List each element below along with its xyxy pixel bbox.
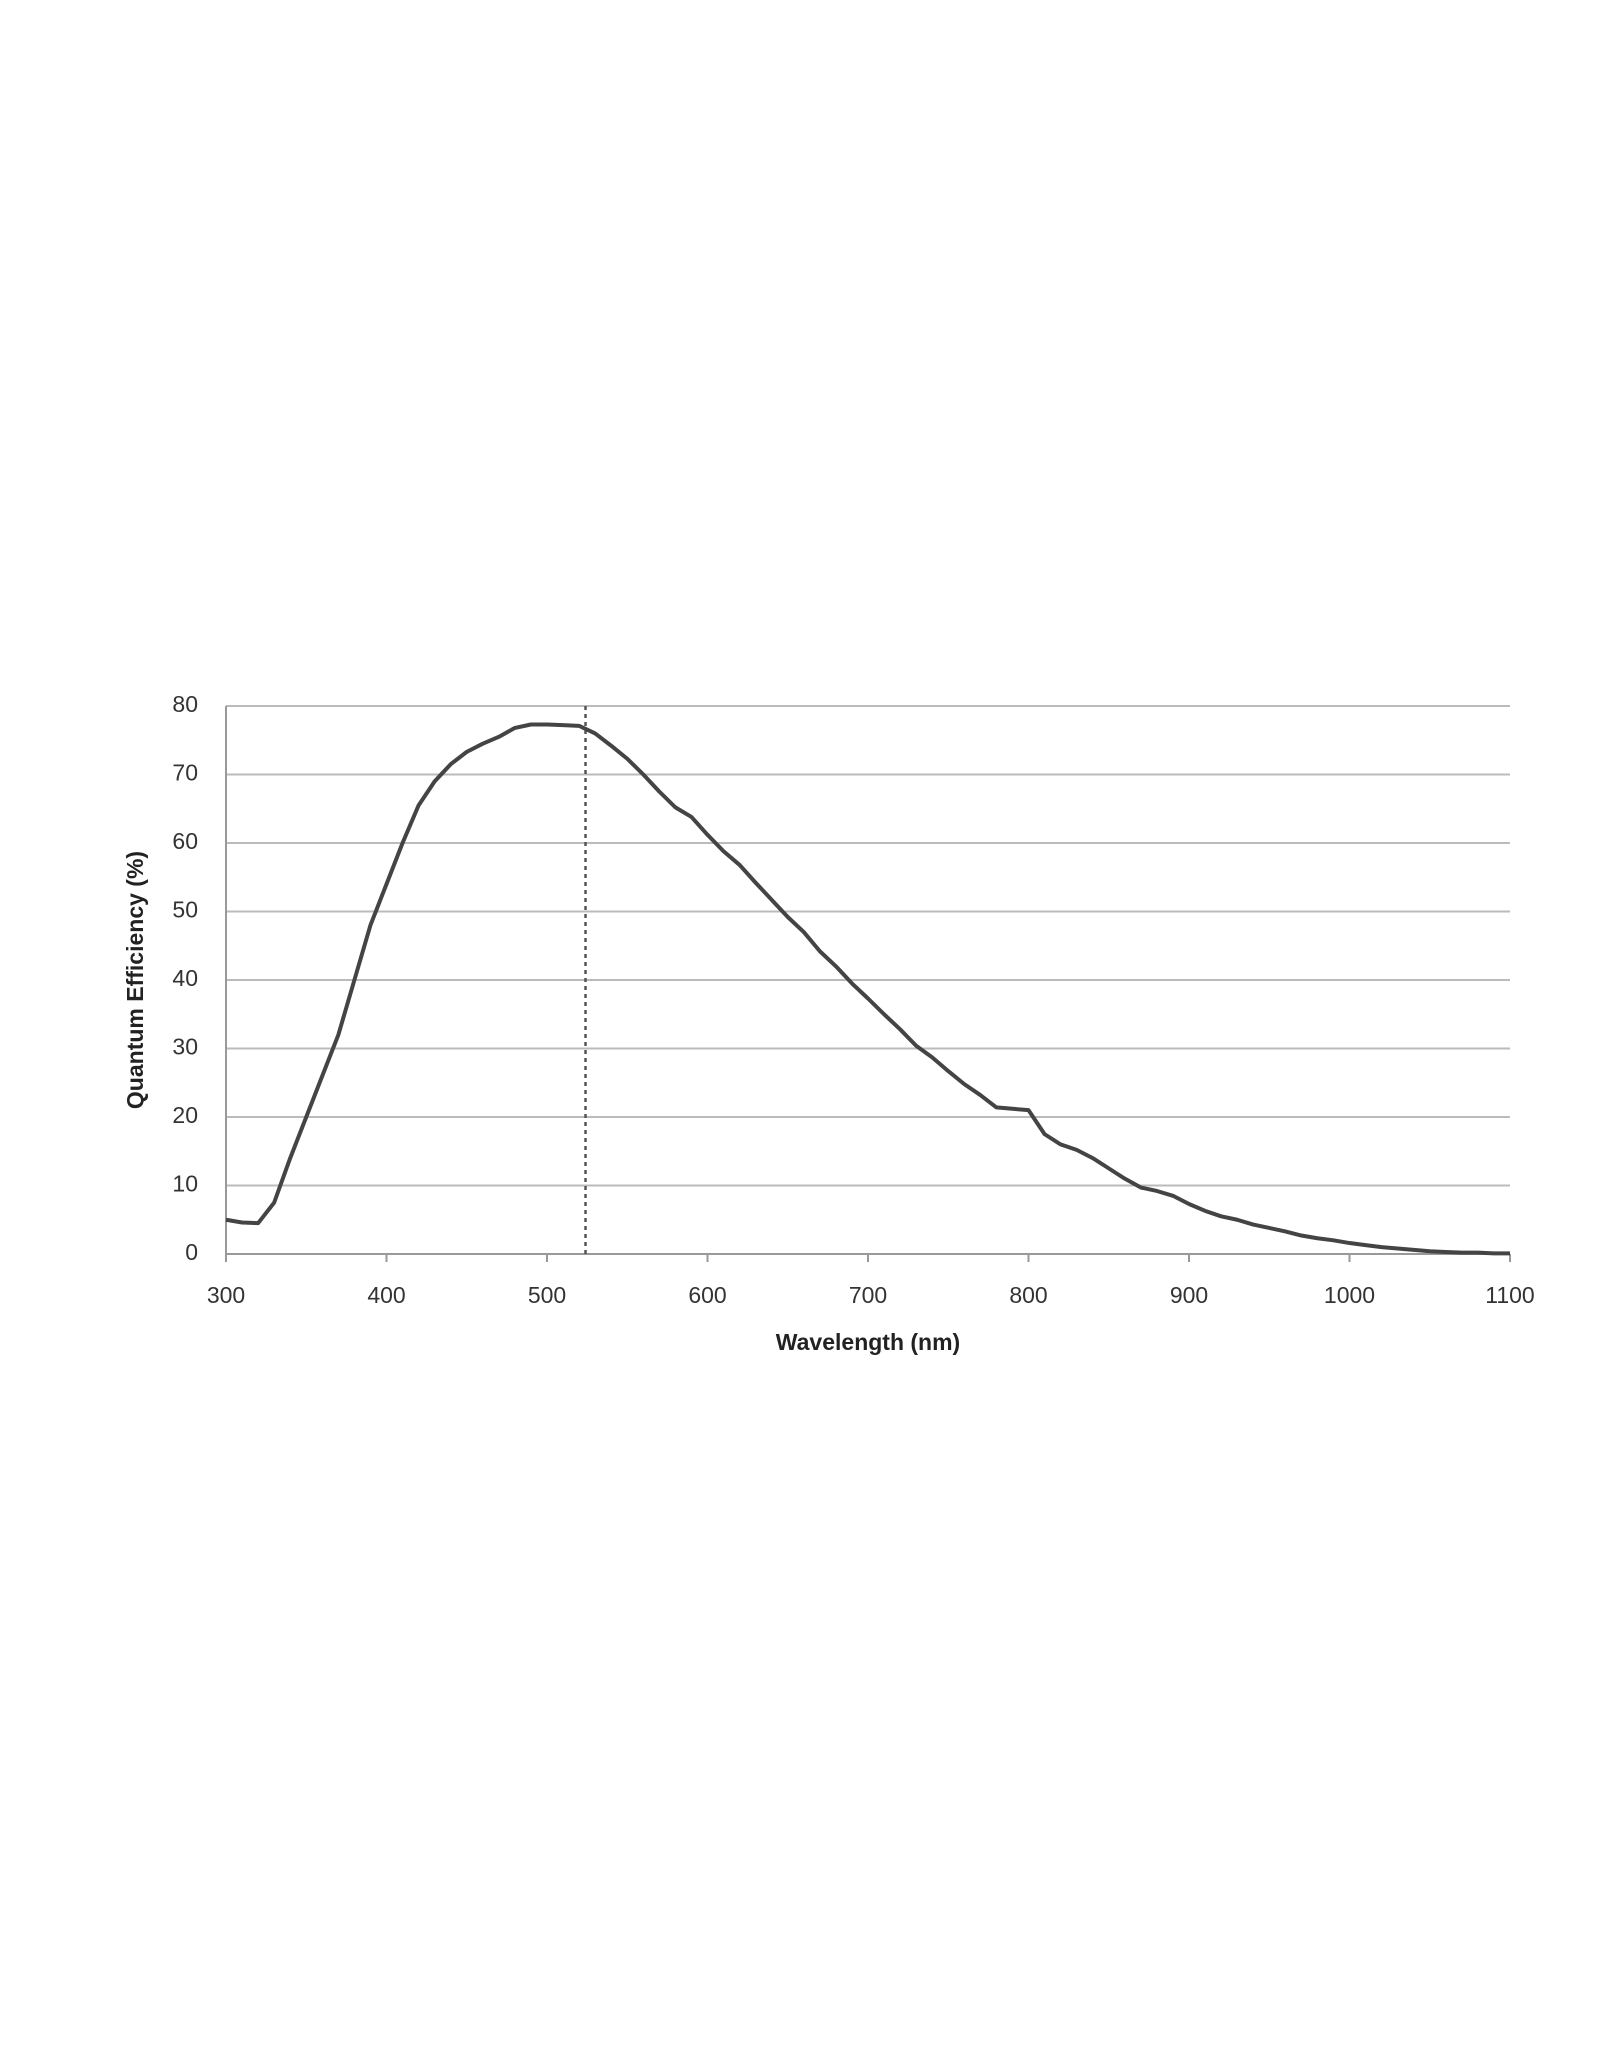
data-line bbox=[225, 722, 1510, 1256]
y-tick-label: 30 bbox=[172, 1034, 198, 1060]
x-tick-label: 800 bbox=[1009, 1282, 1047, 1308]
x-tick-label: 900 bbox=[1170, 1282, 1208, 1308]
x-tick-label: 600 bbox=[688, 1282, 726, 1308]
y-tick-label: 80 bbox=[172, 691, 198, 717]
y-tick-label: 60 bbox=[172, 828, 198, 854]
x-tick-label: 1000 bbox=[1324, 1282, 1375, 1308]
y-tick-label: 50 bbox=[172, 897, 198, 923]
x-tick-label: 700 bbox=[849, 1282, 887, 1308]
x-tick-label: 300 bbox=[207, 1282, 245, 1308]
x-axis-title: Wavelength (nm) bbox=[776, 1329, 960, 1355]
y-tick-label: 70 bbox=[172, 760, 198, 786]
y-axis-title: Quantum Efficiency (%) bbox=[122, 851, 148, 1109]
y-tick-label: 40 bbox=[172, 965, 198, 991]
y-tick-label: 20 bbox=[172, 1102, 198, 1128]
x-tick-label: 500 bbox=[528, 1282, 566, 1308]
x-tick-label: 1100 bbox=[1485, 1282, 1534, 1308]
y-tick-label: 0 bbox=[185, 1239, 198, 1265]
y-tick-label: 10 bbox=[172, 1171, 198, 1197]
x-tick-label: 400 bbox=[367, 1282, 405, 1308]
